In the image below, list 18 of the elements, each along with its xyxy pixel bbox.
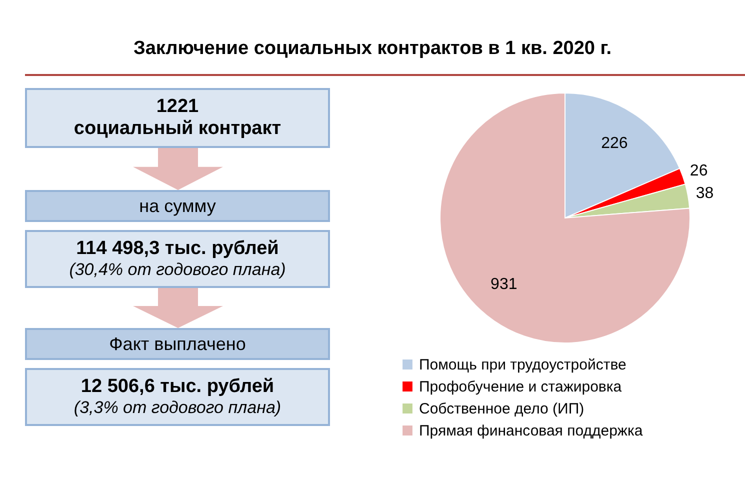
data-label: 26 [690,162,708,180]
legend-label: Помощь при трудоустройстве [419,356,626,374]
data-label: 226 [601,134,628,152]
text: социальный контракт [72,118,282,140]
legend-label: Собственное дело (ИП) [419,400,584,418]
text: Факт выплачено [25,328,330,360]
text: 1221 [155,96,200,118]
text: 114 498,3 тыс. рублей [75,238,280,260]
legend-label: Профобучение и стажировка [419,378,622,396]
chart-title: Заключение социальных контрактов в 1 кв. 2020 г. [132,38,613,60]
data-label: 931 [490,276,518,294]
data-label: 38 [696,185,714,202]
legend-label: Прямая финансовая поддержка [419,422,644,440]
text: (30,4% от годового плана) [68,260,287,280]
pie-slice [440,92,690,344]
text: на сумму [25,190,330,222]
text: 12 506,6 тыс. рублей [80,376,276,398]
text: (3,3% от годового плана) [72,398,282,418]
